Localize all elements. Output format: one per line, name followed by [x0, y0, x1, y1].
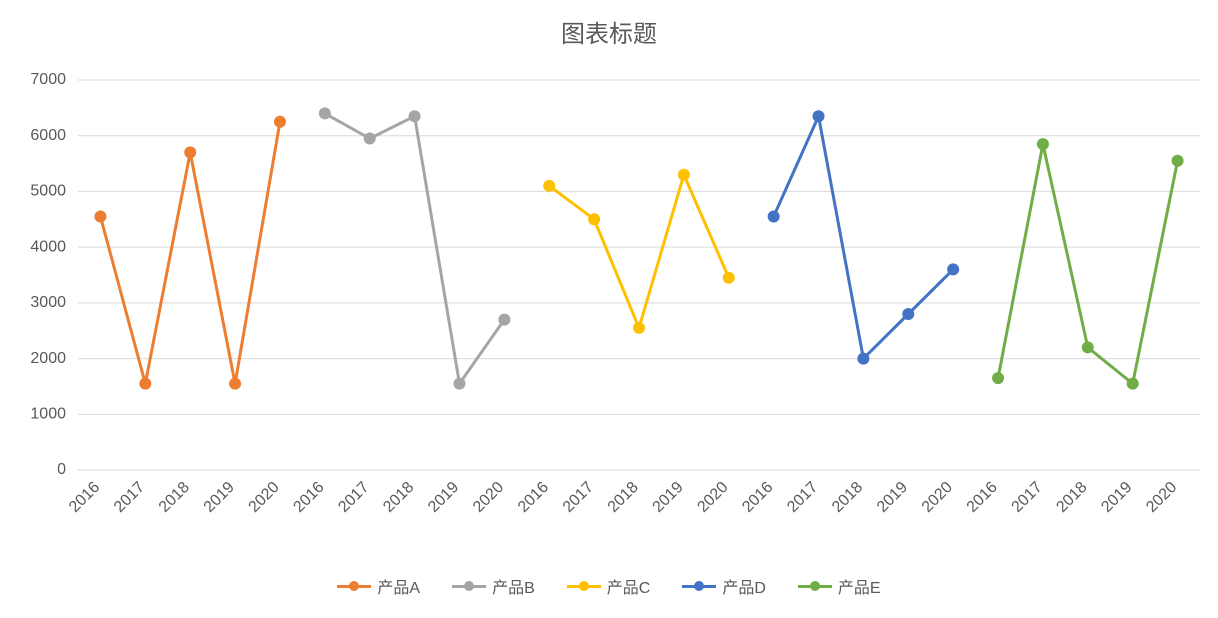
x-tick-label: 2020 — [246, 479, 283, 516]
legend-label: 产品B — [492, 574, 535, 598]
x-tick-label: 2019 — [874, 479, 911, 516]
series-line — [325, 113, 505, 383]
x-tick-label: 2020 — [470, 479, 507, 516]
x-tick-label: 2017 — [1009, 479, 1046, 516]
x-tick-label: 2019 — [1098, 479, 1135, 516]
legend-swatch — [567, 579, 601, 593]
x-tick-label: 2016 — [964, 479, 1001, 516]
x-tick-label: 2020 — [1143, 479, 1180, 516]
x-tick-label: 2018 — [605, 479, 642, 516]
y-tick-label: 7000 — [30, 71, 66, 88]
chart-legend: 产品A 产品B 产品C 产品D 产品E — [0, 574, 1218, 598]
x-tick-label: 2020 — [919, 479, 956, 516]
series-marker — [184, 146, 196, 158]
x-tick-label: 2016 — [515, 479, 552, 516]
chart-plot-svg: 0100020003000400050006000700020162017201… — [0, 0, 1218, 618]
legend-swatch — [682, 579, 716, 593]
y-tick-label: 4000 — [30, 238, 66, 255]
x-tick-label: 2016 — [739, 479, 776, 516]
x-tick-label: 2017 — [111, 479, 148, 516]
legend-item: 产品C — [567, 574, 651, 598]
series-marker — [588, 213, 600, 225]
y-tick-label: 2000 — [30, 350, 66, 367]
series-marker — [94, 211, 106, 223]
y-tick-label: 3000 — [30, 294, 66, 311]
series-marker — [678, 169, 690, 181]
x-tick-label: 2018 — [1053, 479, 1090, 516]
y-tick-label: 6000 — [30, 127, 66, 144]
series-marker — [543, 180, 555, 192]
series-marker — [723, 272, 735, 284]
x-tick-label: 2019 — [201, 479, 238, 516]
legend-swatch — [452, 579, 486, 593]
x-tick-label: 2018 — [380, 479, 417, 516]
legend-item: 产品B — [452, 574, 535, 598]
series-marker — [1037, 138, 1049, 150]
x-tick-label: 2018 — [156, 479, 193, 516]
series-line — [100, 122, 280, 384]
series-marker — [992, 372, 1004, 384]
legend-swatch — [798, 579, 832, 593]
legend-swatch — [337, 579, 371, 593]
series-line — [774, 116, 954, 358]
y-tick-label: 5000 — [30, 183, 66, 200]
series-line — [549, 175, 729, 328]
x-tick-label: 2018 — [829, 479, 866, 516]
series-marker — [633, 322, 645, 334]
series-marker — [768, 211, 780, 223]
legend-item: 产品D — [682, 574, 766, 598]
x-tick-label: 2019 — [650, 479, 687, 516]
series-marker — [274, 116, 286, 128]
series-marker — [498, 314, 510, 326]
series-marker — [139, 378, 151, 390]
legend-item: 产品E — [798, 574, 881, 598]
x-tick-label: 2017 — [335, 479, 372, 516]
series-marker — [902, 308, 914, 320]
x-tick-label: 2016 — [66, 479, 103, 516]
legend-label: 产品E — [838, 574, 881, 598]
series-marker — [319, 107, 331, 119]
y-tick-label: 1000 — [30, 406, 66, 423]
x-tick-label: 2020 — [694, 479, 731, 516]
x-tick-label: 2019 — [425, 479, 462, 516]
legend-label: 产品A — [377, 574, 420, 598]
series-marker — [1172, 155, 1184, 167]
x-tick-label: 2017 — [560, 479, 597, 516]
x-tick-label: 2016 — [290, 479, 327, 516]
series-marker — [947, 263, 959, 275]
series-marker — [857, 353, 869, 365]
legend-item: 产品A — [337, 574, 420, 598]
y-tick-label: 0 — [57, 461, 66, 478]
series-marker — [813, 110, 825, 122]
line-chart: 图表标题 01000200030004000500060007000201620… — [0, 0, 1218, 618]
series-marker — [409, 110, 421, 122]
series-marker — [229, 378, 241, 390]
legend-label: 产品C — [607, 574, 651, 598]
series-marker — [1082, 341, 1094, 353]
legend-label: 产品D — [722, 574, 766, 598]
series-marker — [364, 133, 376, 145]
x-tick-label: 2017 — [784, 479, 821, 516]
series-marker — [1127, 378, 1139, 390]
series-marker — [453, 378, 465, 390]
